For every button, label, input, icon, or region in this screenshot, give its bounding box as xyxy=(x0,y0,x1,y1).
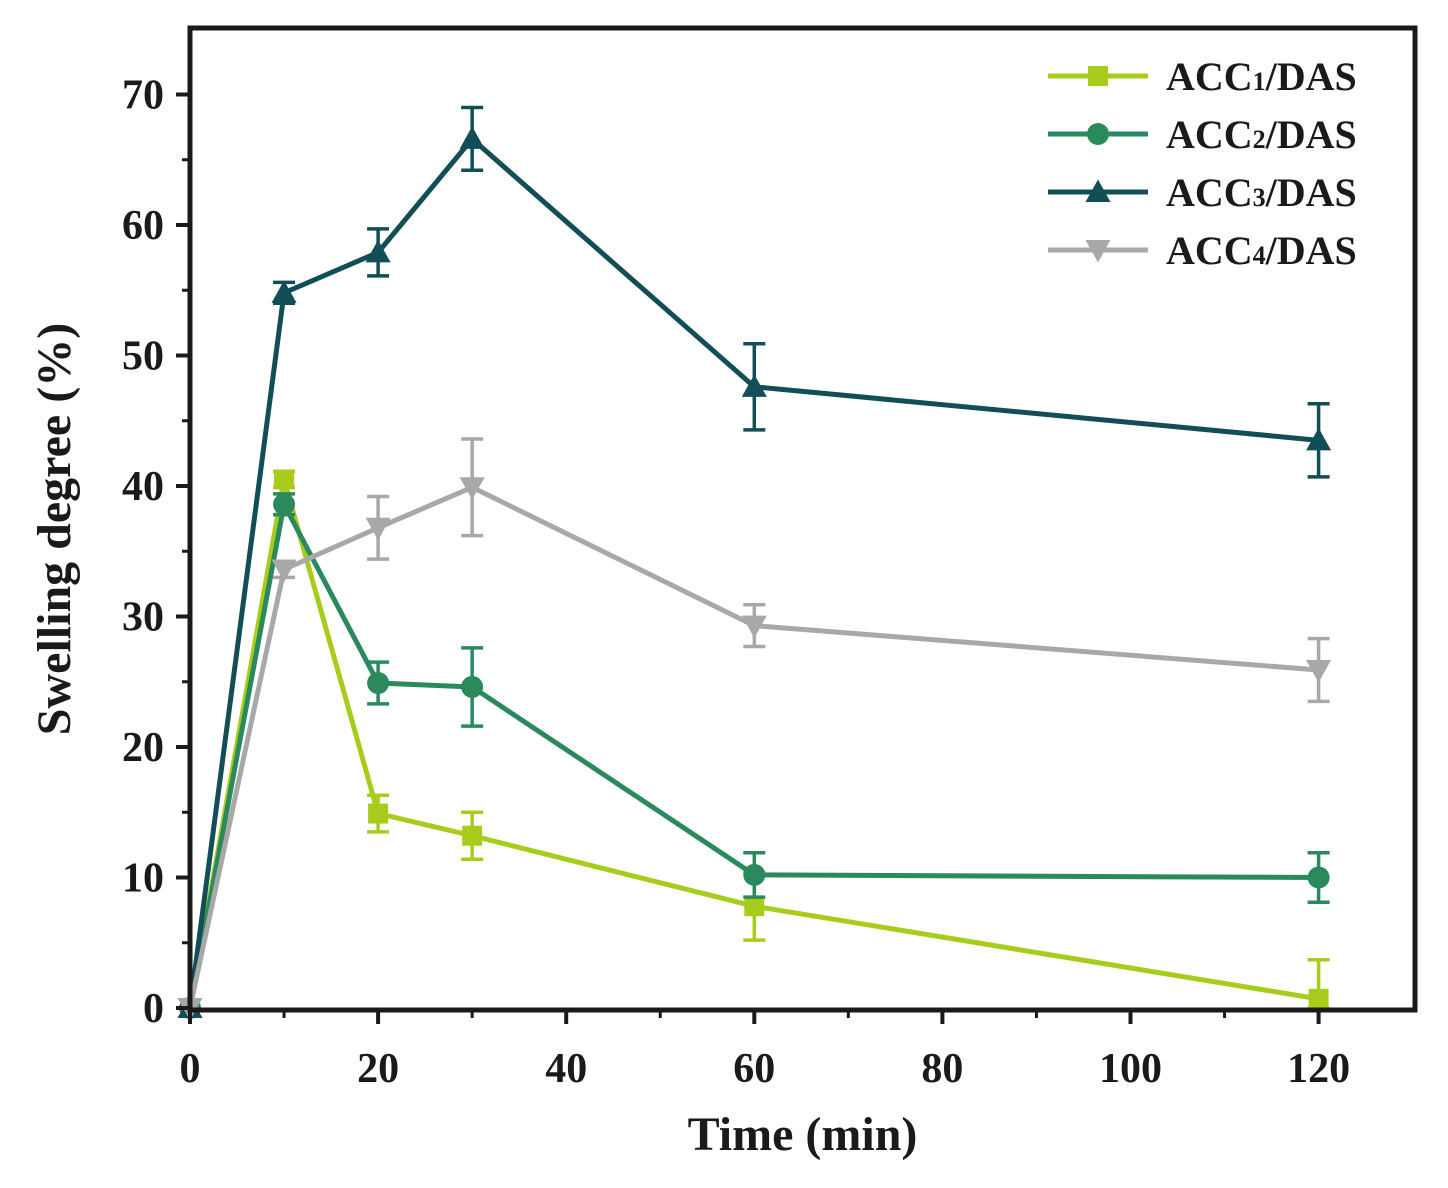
legend-marker xyxy=(1085,179,1111,202)
y-tick-label: 10 xyxy=(122,856,164,902)
data-point xyxy=(741,374,767,397)
plot-frame xyxy=(187,25,1418,1013)
data-point xyxy=(271,559,297,583)
data-point xyxy=(741,615,767,639)
legend-item: ACC2/DAS xyxy=(1048,112,1357,157)
x-tick-label: 0 xyxy=(180,1046,201,1092)
legend-label: ACC4/DAS xyxy=(1166,228,1357,273)
x-tick-label: 40 xyxy=(545,1046,587,1092)
x-tick-label: 80 xyxy=(921,1046,963,1092)
y-axis-title: Swelling degree (%) xyxy=(28,323,81,735)
series-acc4-das xyxy=(177,437,1332,1021)
x-tick-label: 60 xyxy=(733,1046,775,1092)
series-line xyxy=(187,484,1319,1009)
data-point xyxy=(743,863,766,886)
legend-label: ACC2/DAS xyxy=(1166,112,1357,157)
series-layer xyxy=(177,105,1332,1021)
y-tick-label: 30 xyxy=(122,595,164,641)
y-tick-label: 70 xyxy=(122,73,164,119)
legend-label: ACC3/DAS xyxy=(1166,170,1357,215)
legend-label: ACC1/DAS xyxy=(1166,54,1357,99)
legend: ACC1/DAS ACC2/DAS ACC3/DAS ACC4/DAS xyxy=(1048,54,1357,273)
series-line xyxy=(187,476,1320,1009)
legend-marker xyxy=(1088,66,1108,86)
axis-ticks: 0 20 40 60 80 100 120 0 10 20 30 40 50 60 70 xyxy=(122,73,1350,1093)
data-point xyxy=(368,803,389,824)
data-point xyxy=(461,675,484,698)
y-tick-label: 40 xyxy=(122,464,164,510)
data-point xyxy=(1307,866,1330,889)
series-acc2-das xyxy=(179,492,1330,1019)
data-point xyxy=(1308,988,1329,1009)
y-tick-label: 0 xyxy=(143,986,164,1032)
data-point xyxy=(271,280,297,303)
legend-marker xyxy=(1085,240,1111,263)
data-point xyxy=(744,896,765,917)
series-line xyxy=(187,136,1319,1009)
x-tick-label: 120 xyxy=(1287,1046,1350,1092)
data-point xyxy=(1306,660,1332,683)
data-point xyxy=(367,672,390,695)
data-point xyxy=(459,126,485,149)
data-point xyxy=(459,477,485,500)
data-point xyxy=(365,239,391,263)
legend-item: ACC3/DAS xyxy=(1048,170,1357,215)
x-tick-label: 20 xyxy=(357,1046,399,1092)
y-tick-label: 50 xyxy=(122,334,164,380)
legend-item: ACC4/DAS xyxy=(1048,228,1357,273)
y-tick-label: 60 xyxy=(122,203,164,249)
data-point xyxy=(462,825,483,846)
legend-marker xyxy=(1087,123,1109,145)
data-point xyxy=(365,517,391,541)
data-point xyxy=(273,493,296,516)
x-tick-label: 100 xyxy=(1099,1046,1162,1092)
y-tick-label: 20 xyxy=(122,725,164,771)
data-point xyxy=(1306,427,1332,451)
series-acc1-das xyxy=(180,469,1330,1018)
x-axis-title: Time (min) xyxy=(688,1108,918,1161)
legend-item: ACC1/DAS xyxy=(1048,54,1357,99)
data-point xyxy=(274,469,295,490)
series-line xyxy=(187,501,1319,1009)
